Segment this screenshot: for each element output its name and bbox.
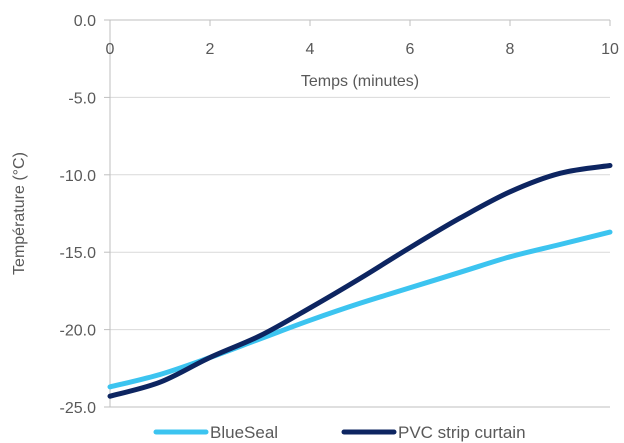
y-tick-label: -20.0 (60, 323, 97, 340)
x-tick-label: 0 (106, 41, 115, 58)
x-tick-labels: 0 2 4 6 8 10 (106, 41, 619, 58)
x-tick-label: 6 (406, 41, 415, 58)
legend: BlueSeal PVC strip curtain (153, 423, 526, 442)
series-line-blueseal (107, 229, 613, 390)
y-tick-labels: 0.0 -5.0 -10.0 -15.0 -20.0 -25.0 (60, 13, 97, 417)
x-tick-label: 2 (206, 41, 215, 58)
y-tick-label: -15.0 (60, 245, 97, 262)
x-tick-label: 10 (601, 41, 619, 58)
x-axis-title: Temps (minutes) (301, 73, 419, 90)
y-tick-label: 0.0 (74, 13, 96, 30)
legend-label: PVC strip curtain (398, 423, 526, 442)
grid (110, 96, 610, 331)
y-tick-label: -25.0 (60, 400, 97, 417)
y-tick-label: -5.0 (68, 90, 96, 107)
y-tick-label: -10.0 (60, 168, 97, 185)
axes (104, 19, 611, 408)
legend-label: BlueSeal (210, 423, 278, 442)
series-lines (107, 163, 613, 399)
x-tick-label: 8 (506, 41, 515, 58)
x-tick-label: 4 (306, 41, 315, 58)
y-axis-title: Température (°C) (11, 152, 28, 275)
series-line-pvc-strip-curtain (107, 163, 613, 399)
